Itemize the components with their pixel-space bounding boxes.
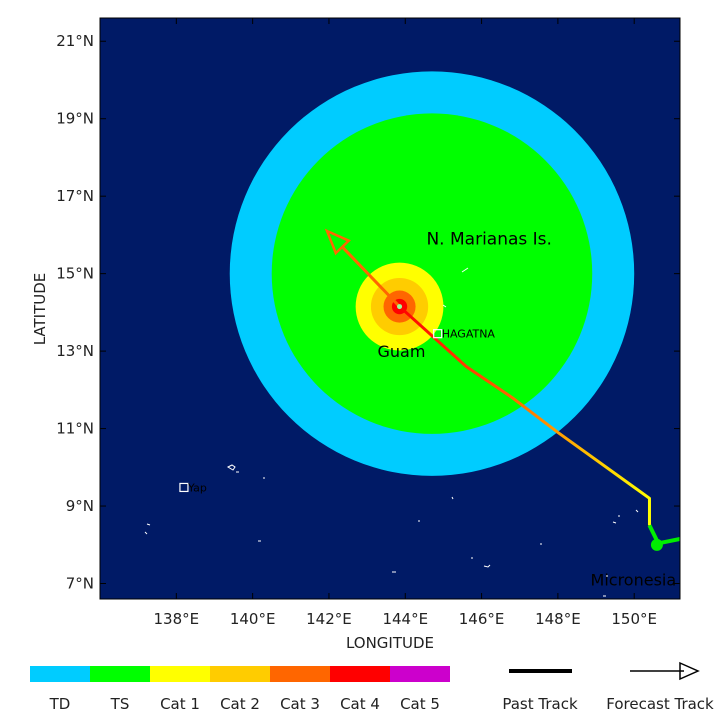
place-labels: N. Marianas Is. Guam HAGATNA Yap Micronesia	[179, 230, 677, 589]
legend: TD TS Cat 1 Cat 2 Cat 3 Cat 4 Cat 5 Past Track…	[30, 661, 714, 710]
place-label: Micronesia	[591, 570, 677, 589]
x-axis-title: LONGITUDE	[346, 634, 434, 652]
place-label: Yap	[187, 481, 207, 494]
place-marker	[433, 329, 443, 339]
track-start-dot	[650, 538, 663, 551]
lon-tick-label: 150°E	[611, 610, 657, 628]
past-track-line	[398, 305, 651, 526]
latitude-ticks: 7°N 9°N 11°N 13°N 15°N 17°N 19°N 21°N	[56, 32, 680, 593]
legend-category-swatches	[30, 666, 450, 682]
lat-tick-label: 21°N	[56, 32, 94, 50]
legend-swatch	[330, 666, 390, 682]
lat-tick-label: 9°N	[66, 497, 94, 515]
island-outlines	[144, 267, 639, 597]
lat-tick-label: 11°N	[56, 420, 94, 438]
legend-swatch	[270, 666, 330, 682]
legend-label: Cat 2	[220, 695, 260, 710]
lon-tick-label: 144°E	[382, 610, 428, 628]
place-label: HAGATNA	[442, 328, 496, 341]
place-label: N. Marianas Is.	[426, 230, 551, 250]
legend-label: TS	[110, 695, 130, 710]
forecast-track-legend-arrow	[679, 661, 700, 681]
legend-swatch	[90, 666, 150, 682]
lat-tick-label: 7°N	[66, 575, 94, 593]
legend-label: Cat 4	[340, 695, 380, 710]
legend-swatch	[390, 666, 450, 682]
lon-tick-label: 140°E	[230, 610, 276, 628]
lon-tick-label: 146°E	[459, 610, 505, 628]
legend-label: Cat 3	[280, 695, 320, 710]
lat-tick-label: 17°N	[56, 187, 94, 205]
legend-label: Cat 1	[160, 695, 200, 710]
tropical-storm-wind-radius	[271, 113, 593, 434]
legend-swatch	[210, 666, 270, 682]
lat-tick-label: 13°N	[56, 342, 94, 360]
legend-swatch	[150, 666, 210, 682]
lon-tick-label: 148°E	[535, 610, 581, 628]
legend-swatch	[30, 666, 90, 682]
legend-label: Cat 5	[400, 695, 440, 710]
y-axis-title: LATITUDE	[31, 273, 49, 346]
lon-tick-label: 138°E	[154, 610, 200, 628]
forecast-arrow-head	[324, 228, 351, 256]
forecast-track-legend-label: Forecast Track	[606, 695, 714, 710]
storm-center-marker	[397, 304, 403, 310]
past-track-legend-label: Past Track	[502, 695, 578, 710]
longitude-ticks: 138°E 140°E 142°E 144°E 146°E 148°E 150°E	[154, 18, 657, 628]
place-label: Guam	[377, 342, 425, 361]
lat-tick-label: 15°N	[56, 265, 94, 283]
map-frame	[99, 17, 681, 600]
legend-label: TD	[49, 695, 71, 710]
place-marker	[179, 482, 189, 493]
forecast-track-line	[341, 245, 401, 308]
legend-category-labels: TD TS Cat 1 Cat 2 Cat 3 Cat 4 Cat 5	[49, 695, 440, 710]
lon-tick-label: 142°E	[306, 610, 352, 628]
lat-tick-label: 19°N	[56, 110, 94, 128]
